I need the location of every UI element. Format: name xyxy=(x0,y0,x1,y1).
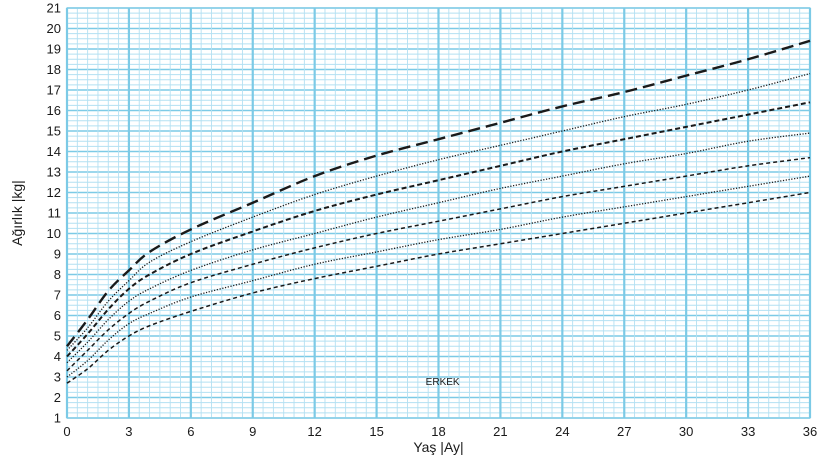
y-tick-label: 13 xyxy=(47,165,61,180)
x-tick-label: 12 xyxy=(307,424,321,439)
y-tick-label: 9 xyxy=(54,247,61,262)
chart-annotation: ERKEK xyxy=(426,377,460,388)
plot-frame xyxy=(66,7,811,419)
x-tick-label: 9 xyxy=(249,424,256,439)
x-tick-label: 24 xyxy=(555,424,569,439)
x-tick-label: 21 xyxy=(493,424,507,439)
y-tick-label: 14 xyxy=(47,144,61,159)
x-tick-label: 30 xyxy=(679,424,693,439)
y-tick-label: 2 xyxy=(54,390,61,405)
y-tick-label: 6 xyxy=(54,308,61,323)
series-layer xyxy=(66,39,811,384)
grid xyxy=(65,7,812,419)
y-tick-label: 19 xyxy=(47,42,61,57)
series-line-6 xyxy=(66,175,811,378)
series-line-2 xyxy=(66,72,811,351)
y-tick-label: 21 xyxy=(47,1,61,16)
series-line-5 xyxy=(66,156,811,372)
series-line-7 xyxy=(66,191,811,384)
y-tick-label: 16 xyxy=(47,103,61,118)
y-tick-label: 15 xyxy=(47,124,61,139)
y-tick-label: 17 xyxy=(47,83,61,98)
y-tick-label: 1 xyxy=(54,411,61,426)
x-tick-label: 15 xyxy=(369,424,383,439)
x-tick-label: 33 xyxy=(741,424,755,439)
y-tick-label: 11 xyxy=(48,206,62,221)
y-tick-label: 3 xyxy=(54,370,61,385)
y-tick-label: 12 xyxy=(47,185,61,200)
x-tick-label: 6 xyxy=(187,424,194,439)
x-tick-label: 18 xyxy=(431,424,445,439)
x-axis-label: Yaş |Ay| xyxy=(413,439,463,455)
y-tick-label: 4 xyxy=(54,349,61,364)
y-tick-label: 20 xyxy=(47,21,61,36)
series-line-4 xyxy=(66,132,811,364)
y-tick-label: 10 xyxy=(47,226,61,241)
y-tick-label: 7 xyxy=(54,288,61,303)
x-tick-label: 3 xyxy=(125,424,132,439)
y-axis-label: Ağırlık |kg| xyxy=(9,180,25,246)
y-tick-label: 8 xyxy=(54,267,61,282)
x-tick-label: 27 xyxy=(617,424,631,439)
series-line-1 xyxy=(66,39,811,347)
x-tick-label: 0 xyxy=(63,424,70,439)
y-tick-label: 18 xyxy=(47,62,61,77)
y-tick-label: 5 xyxy=(54,329,61,344)
x-tick-label: 36 xyxy=(803,424,817,439)
